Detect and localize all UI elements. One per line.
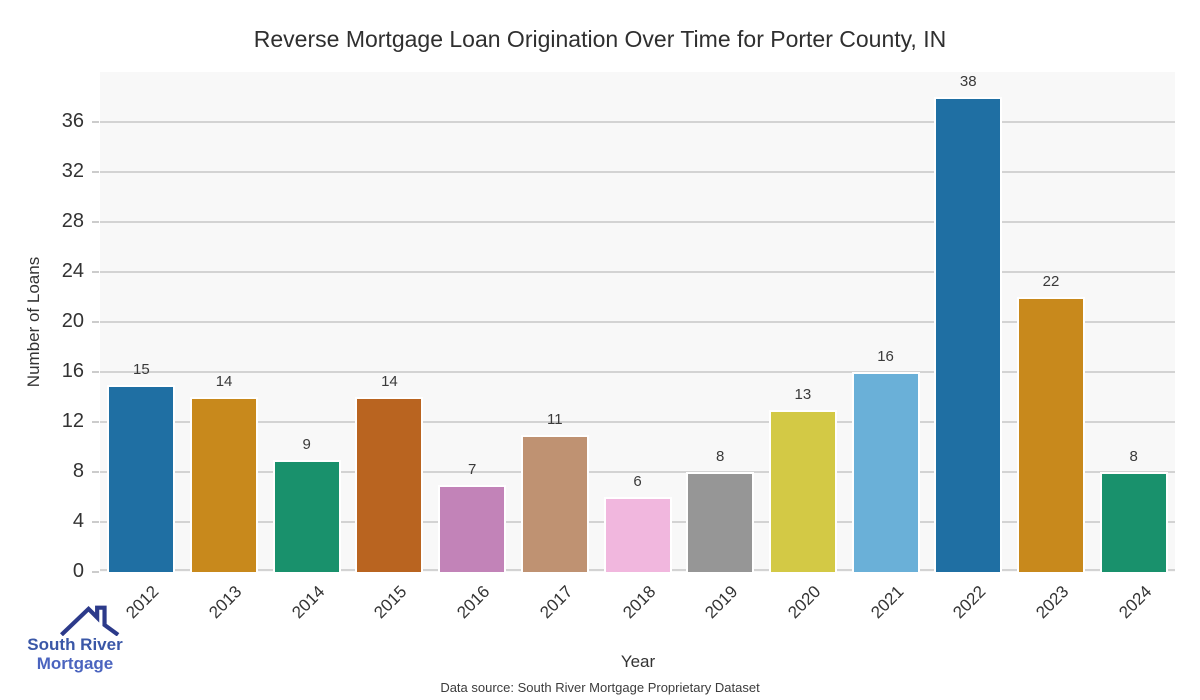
bar-2021: [851, 372, 920, 572]
y-tick-mark-36: [92, 121, 99, 123]
bar-value-2013: 14: [215, 373, 233, 390]
y-tick-label-8: 8: [72, 460, 84, 482]
y-tick-label-20: 20: [61, 310, 84, 332]
x-tick-label-2013: 2013: [205, 582, 246, 623]
y-tick-label-0: 0: [72, 560, 84, 582]
plot-panel: [100, 72, 1175, 572]
y-tick-label-36: 36: [61, 110, 84, 132]
bar-2014: [272, 459, 341, 572]
bar-2012: [107, 384, 176, 572]
bar-value-2020: 13: [794, 385, 812, 403]
y-tick-label-12: 12: [61, 410, 84, 432]
bar-2024: [1099, 472, 1168, 572]
y-tick-mark-24: [92, 271, 99, 273]
y-tick-label-4: 4: [72, 510, 84, 532]
company-logo: South River Mortgage: [12, 604, 138, 673]
gridline-y-28: [100, 221, 1175, 223]
gridline-y-32: [100, 171, 1175, 173]
bar-value-2012: 15: [133, 360, 150, 378]
y-tick-label-32: 32: [61, 160, 84, 182]
chart-title: Reverse Mortgage Loan Origination Over T…: [253, 26, 947, 52]
bar-2017: [520, 434, 589, 572]
x-tick-label-2019: 2019: [701, 582, 742, 623]
bar-2020: [768, 409, 837, 572]
bar-value-2016: 7: [467, 460, 477, 478]
x-tick-label-2015: 2015: [370, 582, 411, 623]
y-tick-mark-12: [92, 421, 99, 423]
x-tick-label-2021: 2021: [866, 582, 907, 623]
bar-value-2018: 6: [633, 473, 642, 490]
gridline-y-16: [100, 371, 1175, 373]
bar-2016: [438, 484, 507, 572]
bar-2019: [686, 472, 755, 572]
bar-2022: [934, 97, 1003, 572]
y-tick-label-28: 28: [61, 210, 84, 232]
y-tick-label-16: 16: [61, 360, 84, 382]
gridline-y-12: [100, 421, 1175, 423]
y-tick-label-24: 24: [61, 260, 84, 282]
x-tick-label-2020: 2020: [784, 582, 825, 623]
bar-value-2021: 16: [877, 348, 894, 365]
x-tick-label-2022: 2022: [949, 582, 990, 623]
x-tick-label-2016: 2016: [453, 582, 494, 623]
y-tick-mark-16: [92, 371, 99, 373]
bar-value-2023: 22: [1042, 273, 1060, 290]
x-tick-label-2018: 2018: [618, 582, 659, 623]
gridline-y-36: [100, 121, 1175, 123]
bar-value-2022: 38: [959, 73, 977, 90]
gridline-y-8: [100, 471, 1175, 473]
bar-2023: [1016, 297, 1085, 572]
y-tick-mark-8: [92, 471, 99, 473]
bar-value-2014: 9: [302, 435, 311, 453]
bar-value-2024: 8: [1129, 448, 1138, 465]
y-tick-mark-4: [92, 521, 99, 523]
bar-2013: [190, 397, 259, 572]
x-axis-title: Year: [620, 652, 656, 671]
y-tick-mark-32: [92, 171, 99, 173]
y-tick-mark-28: [92, 221, 99, 223]
logo-text-line1: South River: [27, 635, 123, 654]
x-tick-label-2024: 2024: [1114, 582, 1156, 623]
bar-2015: [355, 397, 424, 572]
y-tick-mark-20: [92, 321, 99, 323]
x-tick-label-2017: 2017: [536, 582, 577, 623]
gridline-y-24: [100, 271, 1175, 273]
data-source-note: Data source: South River Mortgage Propri…: [440, 680, 760, 695]
logo-text-line2: Mortgage: [36, 654, 114, 673]
house-roof-icon: [60, 605, 120, 636]
bar-value-2015: 14: [381, 373, 398, 390]
gridline-y-20: [100, 321, 1175, 323]
x-tick-label-2014: 2014: [287, 582, 329, 623]
bar-value-2019: 8: [716, 448, 725, 465]
bar-value-2017: 11: [547, 410, 563, 428]
x-tick-label-2023: 2023: [1032, 582, 1073, 623]
y-tick-mark-0: [92, 571, 99, 573]
bar-2018: [603, 497, 672, 572]
